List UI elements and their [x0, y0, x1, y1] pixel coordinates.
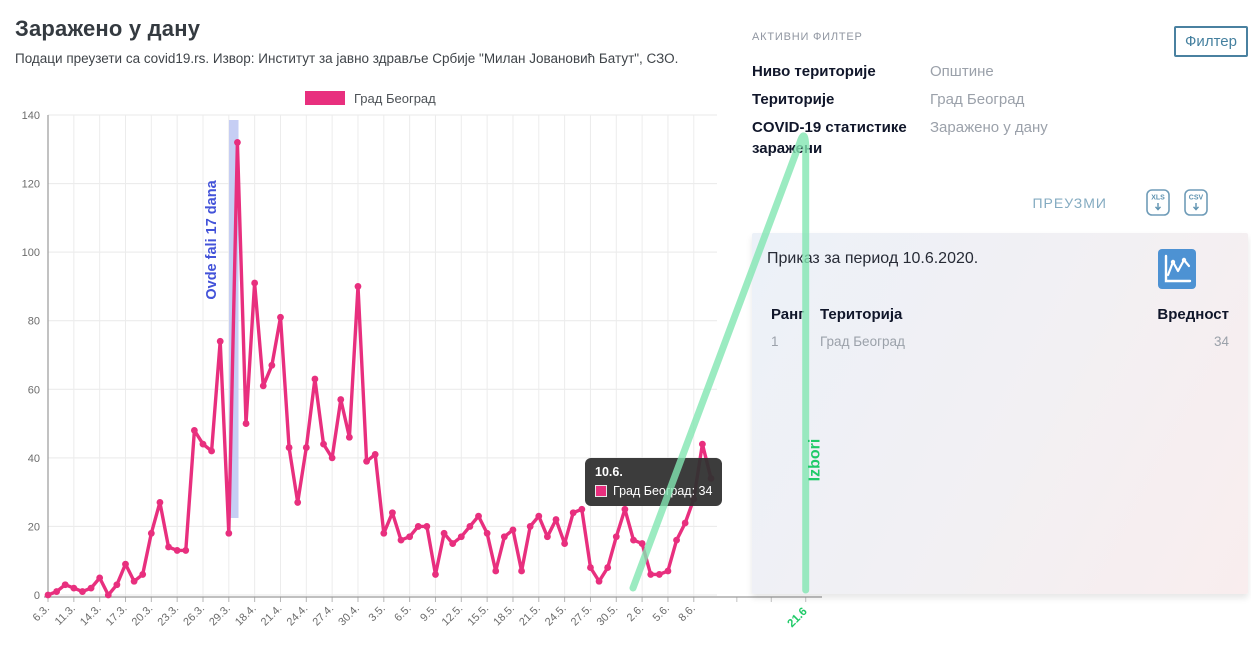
y-axis-label: 40: [28, 453, 40, 465]
header-territory: Територија: [820, 306, 903, 323]
period-title: Приказ за период 10.6.2020.: [767, 250, 979, 267]
x-axis-label: 17.3.: [104, 603, 130, 629]
y-axis-label: 100: [22, 247, 40, 259]
x-axis-label: 27.5.: [569, 603, 595, 629]
x-axis-label: 20.3.: [130, 603, 156, 629]
page-title: Заражено у дану: [15, 16, 201, 41]
filter-row-territories: Територије Град Београд: [752, 89, 1248, 110]
data-series-points: [44, 139, 715, 599]
filter-value: Општине: [930, 63, 994, 80]
x-axis-label: 21.5.: [517, 603, 543, 629]
chart-legend: Град Београд: [305, 90, 436, 106]
download-link[interactable]: ПРЕУЗМИ: [1032, 195, 1107, 211]
x-axis-label: 24.5.: [543, 603, 569, 629]
x-axis-label: 12.5.: [440, 603, 466, 629]
download-row: ПРЕУЗМИ XLS CSV: [752, 189, 1248, 217]
filter-label: COVID-19 статистике заражени: [752, 119, 907, 157]
filter-row-territory-level: Ниво територије Општине: [752, 61, 1248, 82]
cell-rank: 1: [771, 334, 779, 349]
x-axis-label: 11.3.: [53, 603, 78, 628]
cell-value: 34: [1213, 334, 1229, 349]
filter-value: Град Београд: [930, 91, 1025, 108]
x-axis-label: 18.4.: [233, 603, 259, 629]
x-axis-label: 9.5.: [418, 603, 439, 624]
x-axis-label: 18.5.: [491, 603, 517, 629]
y-axis-label: 0: [34, 590, 40, 602]
chart-tooltip: 10.6. Град Београд: 34: [585, 458, 723, 506]
filter-row-statistic: COVID-19 статистике заражени Заражено у …: [752, 117, 1248, 159]
csv-download-icon[interactable]: CSV: [1184, 189, 1208, 216]
x-axis-label: 23.3.: [155, 603, 181, 629]
x-axis-label: 26.3.: [181, 603, 207, 629]
filter-button[interactable]: Филтер: [1174, 26, 1248, 57]
x-axis-label: 24.4.: [285, 603, 311, 629]
missing-data-label: Ovde fali 17 dana: [204, 179, 220, 299]
svg-text:CSV: CSV: [1189, 195, 1204, 202]
result-card: Приказ за период 10.6.2020. Ранг Територ…: [752, 233, 1248, 594]
x-axis-label: 6.5.: [392, 603, 413, 624]
tooltip-series-swatch: [595, 485, 607, 497]
filter-value: Заражено у дану: [930, 119, 1048, 136]
legend-label: Град Београд: [354, 90, 436, 106]
filter-label: Ниво територије: [752, 63, 876, 80]
x-axis-label: 5.6.: [651, 603, 672, 624]
data-series-line: [46, 140, 713, 597]
x-axis-label: 3.5.: [366, 603, 387, 624]
xls-download-icon[interactable]: XLS: [1146, 189, 1170, 216]
cell-territory: Град Београд: [820, 334, 905, 349]
active-filter-caption: АКТИВНИ ФИЛТЕР: [752, 31, 863, 43]
x-axis-label: 30.5.: [595, 603, 621, 629]
header-value: Вредност: [1157, 306, 1229, 323]
x-axis-label: 14.3.: [78, 603, 104, 629]
x-axis-label: 2.6.: [625, 603, 646, 624]
x-axis-label: 29.3.: [207, 603, 233, 629]
header-rank: Ранг: [771, 306, 805, 323]
legend-swatch: [305, 91, 345, 105]
x-axis-label: 27.4.: [310, 603, 336, 629]
filter-label: Територије: [752, 91, 835, 108]
svg-text:XLS: XLS: [1151, 195, 1165, 202]
x-axis-label: 30.4.: [336, 603, 362, 629]
page-subtitle: Подаци преузети са covid19.rs. Извор: Ин…: [15, 51, 679, 66]
x-axis-label: 15.5.: [465, 603, 491, 629]
y-axis-label: 20: [28, 521, 40, 533]
y-axis-label: 140: [22, 110, 40, 122]
x-axis-label: 8.6.: [676, 603, 697, 624]
tooltip-value-text: Град Београд: 34: [613, 484, 713, 498]
y-axis-label: 80: [28, 316, 40, 328]
tooltip-date: 10.6.: [595, 465, 623, 479]
chart-type-icon[interactable]: [1158, 249, 1196, 289]
y-axis-label: 60: [28, 384, 40, 396]
x-axis-label: 6.3.: [31, 603, 52, 624]
x-axis-label: 21.4.: [259, 603, 285, 629]
y-axis-label: 120: [22, 179, 40, 191]
filter-panel: АКТИВНИ ФИЛТЕР Филтер Ниво територије Оп…: [752, 0, 1251, 645]
